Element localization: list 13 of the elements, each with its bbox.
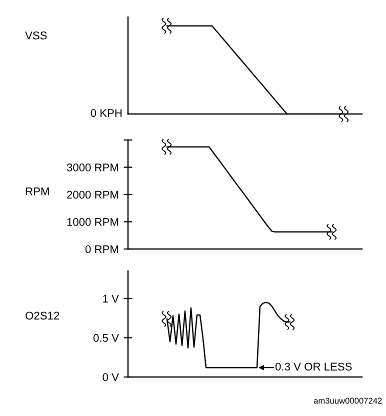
- y-tick-label: 2000 RPM: [67, 190, 118, 199]
- text: am3uuw00007242: [314, 398, 382, 404]
- y-tick-label: 1000 RPM: [67, 218, 118, 226]
- y-tick-label: 3000 RPM: [66, 164, 118, 172]
- y-axis-title: O2S12: [26, 312, 60, 320]
- y-tick-label: 0.5 V: [93, 334, 119, 342]
- y-axis-title: RPM: [26, 188, 49, 196]
- annotation: 0.3 V OR LESS: [275, 362, 352, 371]
- y-tick-label: 0 RPM: [85, 245, 118, 254]
- text: 0 KPH: [90, 109, 122, 117]
- y-axis-title: VSS: [25, 32, 47, 40]
- y-tick-label: 1 V: [103, 294, 119, 303]
- y-tick-label: 0 V: [102, 373, 119, 382]
